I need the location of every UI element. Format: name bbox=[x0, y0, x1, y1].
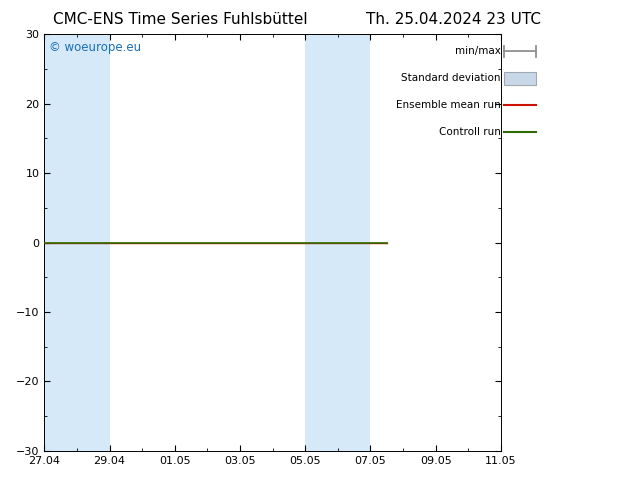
Bar bbox=[44, 34, 110, 451]
Text: CMC-ENS Time Series Fuhlsbüttel: CMC-ENS Time Series Fuhlsbüttel bbox=[53, 12, 308, 27]
Text: min/max: min/max bbox=[455, 47, 501, 56]
Text: Standard deviation: Standard deviation bbox=[401, 74, 501, 83]
Bar bbox=[501, 34, 517, 451]
Text: Ensemble mean run: Ensemble mean run bbox=[396, 100, 501, 110]
Text: Controll run: Controll run bbox=[439, 127, 501, 137]
Text: Th. 25.04.2024 23 UTC: Th. 25.04.2024 23 UTC bbox=[366, 12, 541, 27]
Bar bbox=[305, 34, 370, 451]
Text: © woeurope.eu: © woeurope.eu bbox=[49, 41, 141, 53]
